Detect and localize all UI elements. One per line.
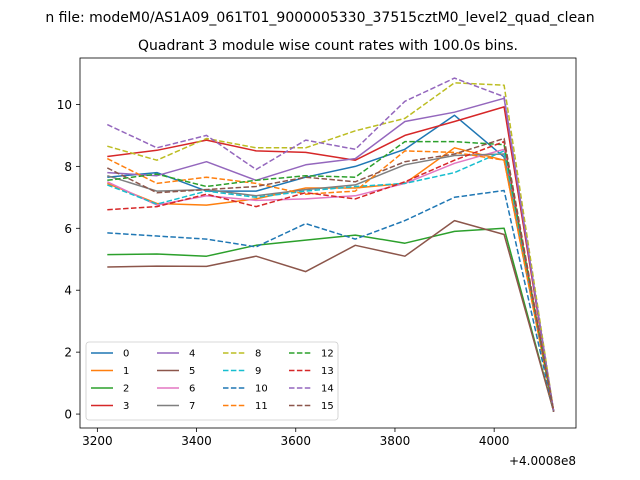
- x-tick-label: 3600: [280, 434, 311, 448]
- series-line-2: [107, 227, 555, 412]
- chart-suptitle: n file: modeM0/AS1A09_061T01_9000005330_…: [45, 10, 594, 26]
- x-tick-label: 3800: [380, 434, 411, 448]
- x-axis: 3200 3400 3600 3800 4000: [82, 428, 509, 448]
- legend-label-9: 9: [255, 366, 261, 377]
- y-axis: 0 2 4 6 8 10: [57, 98, 80, 422]
- legend-frame: [85, 341, 339, 421]
- series-line-7: [107, 153, 555, 412]
- y-tick-label: 10: [57, 98, 72, 112]
- series-line-5: [107, 219, 555, 412]
- legend-label-6: 6: [189, 384, 195, 395]
- series-line-13: [107, 140, 555, 412]
- series-line-3: [107, 106, 555, 412]
- legend-label-10: 10: [255, 384, 268, 395]
- series-line-14: [106, 77, 555, 412]
- legend-label-1: 1: [123, 366, 129, 377]
- y-tick-label: 0: [64, 408, 72, 422]
- series-line-8: [107, 82, 555, 412]
- series-line-12: [107, 140, 555, 412]
- legend-label-5: 5: [189, 366, 195, 377]
- legend-label-11: 11: [255, 401, 268, 412]
- x-offset-label: +4.0008e8: [509, 454, 576, 468]
- x-tick-label: 3200: [82, 434, 113, 448]
- legend-label-3: 3: [123, 401, 129, 412]
- y-tick-label: 4: [64, 284, 72, 298]
- x-tick-label: 4000: [479, 434, 510, 448]
- series-line-4: [107, 97, 555, 412]
- plot-area: [79, 57, 577, 429]
- y-tick-label: 8: [64, 160, 72, 174]
- series-line-15: [106, 137, 555, 412]
- chart-title: Quadrant 3 module wise count rates with …: [138, 38, 518, 54]
- series-line-9: [107, 150, 555, 412]
- legend-label-15: 15: [321, 401, 334, 412]
- legend-label-2: 2: [123, 384, 129, 395]
- legend-label-8: 8: [255, 349, 261, 360]
- series-line-10: [107, 189, 555, 412]
- series-layer: [106, 77, 555, 412]
- y-tick-label: 6: [64, 222, 72, 236]
- series-line-0: [107, 114, 555, 412]
- legend-label-4: 4: [189, 349, 195, 360]
- legend-label-7: 7: [189, 401, 195, 412]
- legend-label-12: 12: [321, 349, 334, 360]
- y-tick-label: 2: [64, 346, 72, 360]
- legend-label-0: 0: [123, 349, 129, 360]
- x-tick-label: 3400: [181, 434, 212, 448]
- legend-label-13: 13: [321, 366, 334, 377]
- legend-label-14: 14: [321, 384, 334, 395]
